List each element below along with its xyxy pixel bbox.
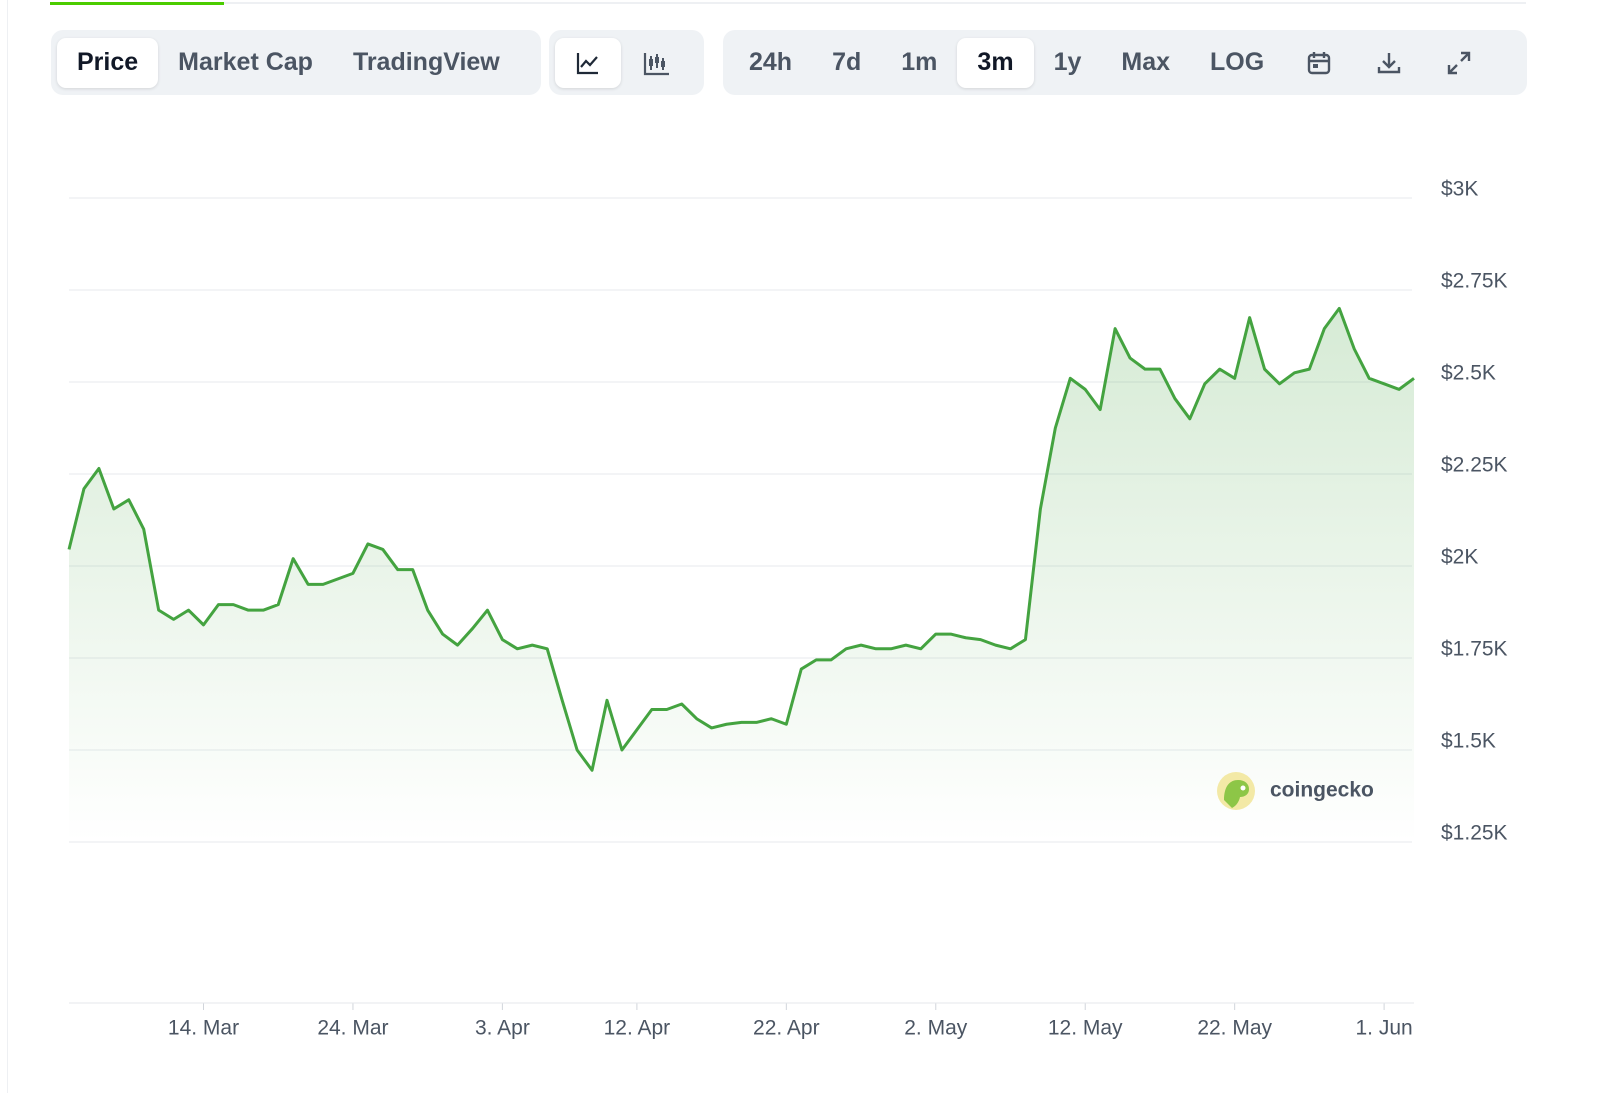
x-tick-label: 12. May [1048, 1017, 1123, 1040]
view-tabs: Price Market Cap TradingView [51, 30, 541, 95]
x-tick-label: 24. Mar [317, 1017, 388, 1040]
download-button[interactable] [1354, 38, 1424, 88]
y-tick-label: $2.75K [1441, 270, 1508, 293]
x-tick-label: 1. Jun [1356, 1017, 1413, 1040]
x-tick-label: 14. Mar [168, 1017, 239, 1040]
fullscreen-icon [1447, 51, 1471, 74]
watermark-text: coingecko [1270, 779, 1374, 802]
chart-style-tabs [549, 30, 704, 95]
candle-icon [643, 52, 669, 75]
range-button[interactable]: 24h [749, 48, 793, 76]
calendar-icon [1307, 51, 1331, 74]
price-area [69, 308, 1414, 842]
y-tick-label: $2.25K [1441, 454, 1508, 477]
active-indicator [50, 2, 224, 5]
plot [67, 306, 1415, 842]
range-button[interactable]: Max [1121, 48, 1171, 76]
tab[interactable]: Price [57, 37, 159, 88]
x-tick-label: 22. May [1197, 1017, 1272, 1040]
candle-chart-button[interactable] [621, 38, 693, 88]
download-icon [1377, 52, 1401, 73]
tab[interactable]: TradingView [352, 48, 500, 76]
y-tick-label: $3K [1441, 178, 1478, 201]
range-button[interactable]: 1m [901, 48, 938, 76]
divider [7, 0, 8, 1093]
y-tick-label: $2K [1441, 546, 1478, 569]
price-line [67, 306, 1415, 772]
range-tabs: 24h 7d 1m 3m 1y Max LOG [723, 30, 1527, 95]
fullscreen-button[interactable] [1424, 38, 1494, 88]
line-chart-button[interactable] [555, 37, 621, 88]
calendar-button[interactable] [1284, 38, 1354, 88]
x-tick-label: 12. Apr [604, 1017, 671, 1040]
watermark: coingecko [1217, 772, 1374, 810]
range-button[interactable]: 1y [1053, 48, 1082, 76]
y-tick-label: $1.75K [1441, 638, 1508, 661]
tab[interactable]: Market Cap [178, 48, 313, 76]
y-tick-label: $2.5K [1441, 362, 1496, 385]
x-tick-label: 22. Apr [753, 1017, 820, 1040]
x-tick-label: 2. May [904, 1017, 968, 1040]
range-button[interactable]: 7d [832, 48, 862, 76]
tab-underline [50, 2, 1526, 5]
range-button[interactable]: 3m [957, 37, 1034, 88]
y-tick-label: $1.5K [1441, 730, 1496, 753]
y-tick-label: $1.25K [1441, 822, 1508, 845]
x-tick-label: 3. Apr [475, 1017, 530, 1040]
log-button[interactable]: LOG [1210, 48, 1265, 76]
logo-eye [1240, 785, 1246, 791]
line-icon [576, 52, 598, 74]
